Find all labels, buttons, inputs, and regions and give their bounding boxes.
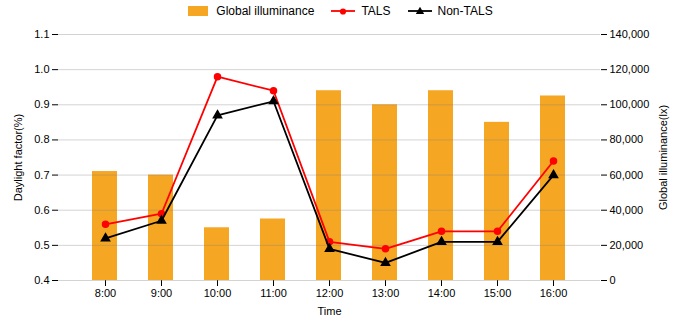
- svg-text:100,000: 100,000: [610, 98, 650, 110]
- svg-text:0.9: 0.9: [34, 98, 49, 110]
- svg-text:10:00: 10:00: [204, 287, 232, 299]
- svg-text:8:00: 8:00: [95, 287, 116, 299]
- svg-text:120,000: 120,000: [610, 63, 650, 75]
- svg-text:60,000: 60,000: [610, 169, 644, 181]
- svg-text:140,000: 140,000: [610, 28, 650, 40]
- svg-text:11:00: 11:00: [260, 287, 287, 299]
- svg-text:9:00: 9:00: [151, 287, 172, 299]
- svg-text:0.4: 0.4: [34, 274, 49, 286]
- svg-text:1.1: 1.1: [34, 28, 49, 40]
- svg-text:Daylight factor(%): Daylight factor(%): [12, 114, 24, 201]
- svg-text:12:00: 12:00: [316, 287, 344, 299]
- svg-text:0.5: 0.5: [34, 239, 49, 251]
- svg-text:20,000: 20,000: [610, 239, 644, 251]
- svg-text:Global illuminance(lx): Global illuminance(lx): [657, 105, 669, 210]
- svg-text:0.6: 0.6: [34, 204, 49, 216]
- svg-text:16:00: 16:00: [540, 287, 568, 299]
- svg-text:0.8: 0.8: [34, 133, 49, 145]
- html-text:TALS: TALS: [361, 4, 391, 18]
- svg-text:1.0: 1.0: [34, 63, 49, 75]
- svg-text:13:00: 13:00: [372, 287, 400, 299]
- svg-text:40,000: 40,000: [610, 204, 644, 216]
- html-text:Non-TALS: Non-TALS: [437, 4, 493, 18]
- svg-text:80,000: 80,000: [610, 133, 644, 145]
- svg-text:0.7: 0.7: [34, 169, 49, 181]
- svg-text:14:00: 14:00: [428, 287, 456, 299]
- html-text:Global illuminance: Global illuminance: [216, 4, 315, 18]
- svg-text:15:00: 15:00: [484, 287, 512, 299]
- svg-text:Time: Time: [317, 305, 341, 317]
- svg-text:0: 0: [610, 274, 616, 286]
